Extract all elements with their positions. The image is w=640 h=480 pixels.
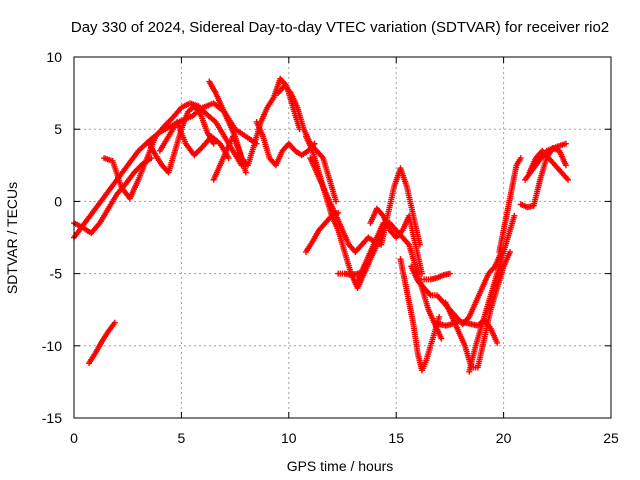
- series-track-8: [210, 133, 249, 183]
- series-track-3: [86, 319, 118, 367]
- x-tick-label: 20: [496, 430, 512, 446]
- data-point: [565, 176, 572, 183]
- series-track-26: [522, 140, 569, 183]
- ticks-layer: 0 5 10 15 20 25 -15 -10 -5 0 5 10: [42, 49, 619, 446]
- series-track-10: [275, 82, 340, 205]
- data-point: [517, 155, 524, 162]
- data-point: [562, 140, 569, 147]
- data-point: [210, 140, 217, 147]
- series-track-23: [496, 155, 524, 255]
- plot-frame: [73, 56, 612, 419]
- x-axis-label: GPS time / hours: [287, 458, 394, 474]
- data-point: [225, 155, 232, 162]
- x-tick-label: 0: [70, 430, 78, 446]
- y-tick-label: -5: [50, 266, 63, 282]
- series-track-7: [206, 75, 303, 169]
- y-axis-label: SDTVAR / TECUs: [4, 182, 20, 294]
- data-point: [562, 162, 569, 169]
- x-tick-label: 25: [603, 430, 619, 446]
- data-point: [418, 270, 425, 277]
- series-track-15: [354, 220, 445, 342]
- series-track-17: [397, 256, 443, 374]
- series-track-19: [421, 270, 453, 283]
- data-point: [438, 335, 445, 342]
- series-track-5: [146, 103, 217, 176]
- data-point: [333, 198, 340, 205]
- data-point: [446, 270, 453, 277]
- x-tick-label: 10: [281, 430, 297, 446]
- series-track-20: [436, 316, 501, 346]
- series-track-6: [156, 118, 232, 162]
- y-tick-label: 0: [54, 193, 62, 209]
- series-track-16: [367, 205, 425, 277]
- x-tick-label: 15: [388, 430, 404, 446]
- y-tick-label: -15: [42, 410, 62, 426]
- data-point: [507, 248, 514, 255]
- data-point: [436, 313, 443, 320]
- data-point: [111, 319, 118, 326]
- y-tick-label: 10: [46, 49, 62, 65]
- y-tick-label: 5: [54, 121, 62, 137]
- y-tick-label: -10: [42, 338, 62, 354]
- series-track-4: [101, 100, 245, 202]
- data-point: [511, 212, 518, 219]
- data-point: [494, 339, 501, 346]
- x-tick-label: 5: [178, 430, 186, 446]
- series-track-13: [307, 155, 423, 255]
- data-layer: [71, 75, 572, 375]
- chart-title: Day 330 of 2024, Sidereal Day-to-day VTE…: [71, 19, 609, 36]
- series-track-22: [466, 212, 518, 375]
- data-point: [242, 169, 249, 176]
